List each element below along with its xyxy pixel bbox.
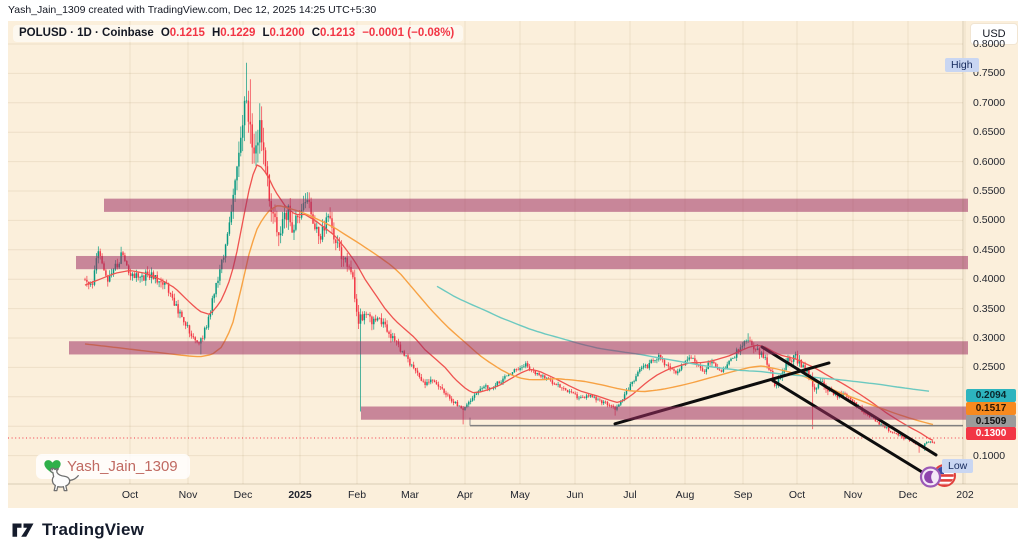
author-watermark: Yash_Jain_1309 (36, 454, 190, 479)
currency-button[interactable]: USD (971, 24, 1017, 44)
change-value: −0.0001 (−0.08%) (362, 27, 455, 39)
horizontal-lines-layer[interactable] (8, 417, 963, 439)
x-axis-tick: Dec (898, 489, 918, 501)
dinosaur-sticker-icon (50, 467, 79, 492)
x-axis-tick: 2025 (288, 489, 312, 501)
price-chip-0.1300: 0.1300 (966, 426, 1016, 440)
symbol-legend[interactable]: POLUSD · 1D · Coinbase O0.1215 H0.1229 L0.… (13, 25, 464, 42)
high-badge: High (945, 58, 979, 72)
zone-band-1[interactable] (104, 198, 968, 212)
x-axis-tick: Dec (233, 489, 253, 501)
ma-mid-orange-line (84, 205, 934, 426)
y-axis-tick: 0.5500 (973, 185, 1006, 197)
x-axis-tick: Nov (843, 489, 863, 501)
x-axis-tick: Jun (566, 489, 584, 501)
ohlc-values: O0.1215 H0.1229 L0.1200 C0.1213 (161, 27, 355, 39)
x-axis-tick: Nov (178, 489, 198, 501)
ma-long-teal-line (436, 285, 930, 392)
x-axis-tick: 202 (956, 489, 974, 501)
y-axis-tick: 0.3500 (973, 302, 1006, 315)
y-axis-tick: 0.6500 (973, 126, 1006, 139)
ohlc-o: O0.1215 (160, 27, 205, 39)
ma-fast-red-line (84, 164, 934, 441)
y-axis-tick: 0.4500 (973, 243, 1006, 256)
x-axis-tick: Mar (400, 489, 420, 501)
ohlc-c: C0.1213 (311, 27, 356, 39)
symbol-title[interactable]: POLUSD · 1D · Coinbase (19, 27, 154, 39)
price-chip-0.1509: 0.1509 (966, 414, 1016, 428)
x-axis-tick: May (510, 489, 530, 501)
y-axis-tick: 0.8000 (973, 38, 1006, 50)
zone-band-4[interactable] (361, 406, 968, 420)
ohlc-l: L0.1200 (262, 27, 305, 39)
supply-demand-zones-layer[interactable] (69, 198, 968, 420)
axis-separators (8, 21, 1018, 485)
x-axis-tick: Sep (733, 489, 753, 501)
footer-bar: TradingView (0, 508, 1024, 551)
x-axis-tick: Jul (623, 489, 637, 501)
author-name: Yash_Jain_1309 (67, 457, 178, 475)
y-axis-tick: 0.2500 (973, 361, 1006, 374)
trendline-descending-channel-upper[interactable] (760, 345, 938, 457)
price-chip-0.2094: 0.2094 (966, 388, 1016, 402)
y-axis-tick: 0.3000 (973, 332, 1006, 344)
y-axis-tick: 0.4000 (973, 273, 1006, 286)
trendline-descending-channel-lower[interactable] (770, 378, 924, 474)
x-axis-tick: Aug (675, 489, 695, 501)
x-axis-tick: Oct (121, 489, 139, 501)
tradingview-glyph-icon (12, 523, 34, 537)
y-axis-tick: 0.1000 (973, 449, 1006, 462)
zone-band-3[interactable] (69, 341, 968, 355)
y-axis-tick: 0.6000 (973, 155, 1006, 168)
x-axis-tick: Oct (788, 489, 806, 501)
tradingview-logo[interactable]: TradingView (10, 520, 144, 540)
x-axis-tick: Apr (456, 489, 474, 501)
y-axis-tick: 0.7000 (973, 96, 1006, 109)
brand-name: TradingView (42, 520, 145, 539)
y-axis-tick: 0.5000 (973, 214, 1006, 227)
attribution-text: Yash_Jain_1309 created with TradingView.… (8, 4, 377, 16)
price-chip-0.1517: 0.1517 (966, 401, 1016, 415)
ohlc-h: H0.1229 (211, 27, 256, 39)
y-axis-tick: 0.7500 (973, 67, 1006, 80)
zone-band-2[interactable] (76, 255, 968, 270)
x-axis-tick: Feb (347, 489, 367, 501)
low-badge: Low (942, 459, 974, 473)
